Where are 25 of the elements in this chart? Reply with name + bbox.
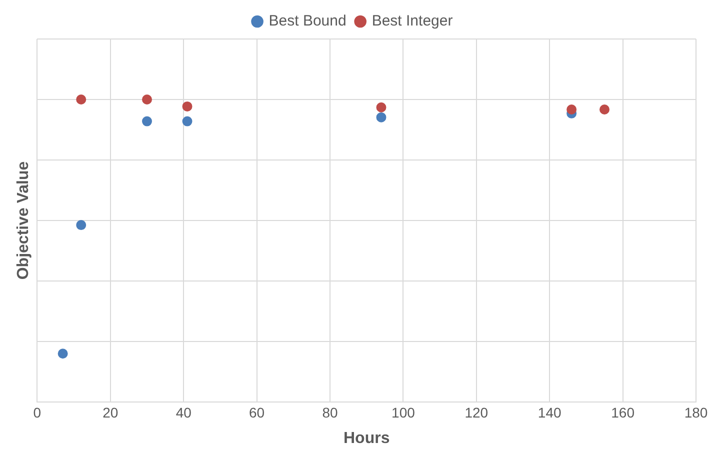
point	[182, 116, 192, 126]
x-tick-label: 80	[322, 404, 338, 420]
x-tick-label: 0	[33, 404, 42, 420]
point	[376, 102, 386, 112]
x-tick-label: 40	[176, 404, 192, 420]
point	[142, 94, 152, 104]
legend-label: Best Integer	[372, 12, 453, 30]
point	[566, 104, 577, 114]
point	[58, 348, 68, 359]
point	[76, 220, 86, 230]
x-tick-label: 100	[392, 404, 416, 420]
point	[182, 101, 192, 112]
point	[376, 112, 386, 122]
point	[600, 104, 610, 114]
x-tick-label: 20	[102, 404, 118, 420]
y-axis-title: Objective Value	[15, 161, 32, 280]
x-axis-title: Hours	[343, 430, 390, 447]
point	[76, 94, 86, 104]
x-tick-label: 180	[684, 404, 708, 420]
x-tick-label: 160	[611, 404, 635, 420]
x-tick-label: 140	[538, 404, 562, 420]
point	[142, 116, 152, 126]
legend-label: Best Bound	[268, 12, 346, 30]
x-tick-label: 120	[464, 404, 488, 420]
x-tick-label: 60	[249, 404, 265, 420]
